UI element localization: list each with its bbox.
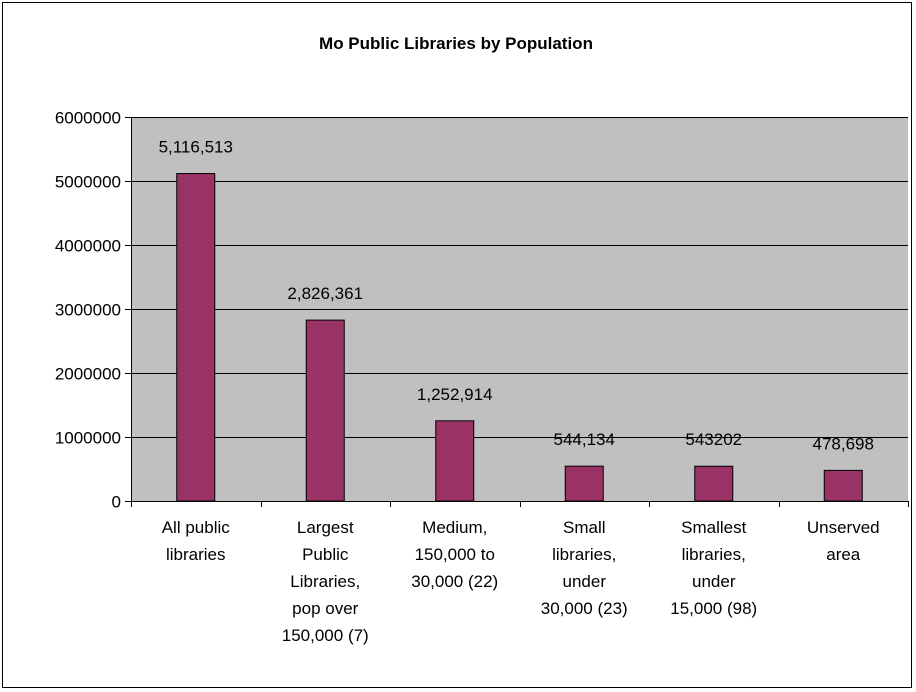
y-tick-label: 2000000 <box>55 365 121 384</box>
category-label: Small libraries, under 30,000 (23) <box>541 518 628 618</box>
bar <box>305 319 345 502</box>
category-label: All public libraries <box>162 518 231 564</box>
bar <box>823 469 863 502</box>
y-tick-label: 6000000 <box>55 109 121 128</box>
bar <box>694 465 734 502</box>
bar <box>564 465 604 502</box>
y-tick-label: 5000000 <box>55 173 121 192</box>
category-label: Medium, 150,000 to 30,000 (22) <box>411 518 498 591</box>
y-tick-label: 0 <box>112 493 121 512</box>
gridlines <box>131 117 908 438</box>
category-label: Largest Public Libraries, pop over 150,000 (… <box>282 518 369 645</box>
data-label: 1,252,914 <box>417 385 493 404</box>
axes <box>125 117 909 507</box>
y-tick-label: 3000000 <box>55 301 121 320</box>
data-label: 543202 <box>685 430 742 449</box>
y-tick-label: 1000000 <box>55 429 121 448</box>
data-label: 2,826,361 <box>287 284 363 303</box>
category-label: Unserved area <box>807 518 880 564</box>
data-labels: 5,116,513 2,826,361 1,252,914 544,134 543202… <box>159 138 874 454</box>
data-label: 544,134 <box>554 430 615 449</box>
bar <box>435 420 475 502</box>
category-labels: All public libraries Largest Public Librarie… <box>162 518 880 645</box>
y-tick-label: 4000000 <box>55 237 121 256</box>
data-label: 5,116,513 <box>159 138 233 157</box>
bar <box>176 173 216 502</box>
chart-title: Mo Public Libraries by Population <box>319 34 593 53</box>
category-label: Smallest libraries, under 15,000 (98) <box>670 518 757 618</box>
y-tick-labels: 0 1000000 2000000 3000000 4000000 5000000 6000… <box>55 109 121 512</box>
bars <box>176 173 863 502</box>
data-label: 478,698 <box>813 434 874 453</box>
